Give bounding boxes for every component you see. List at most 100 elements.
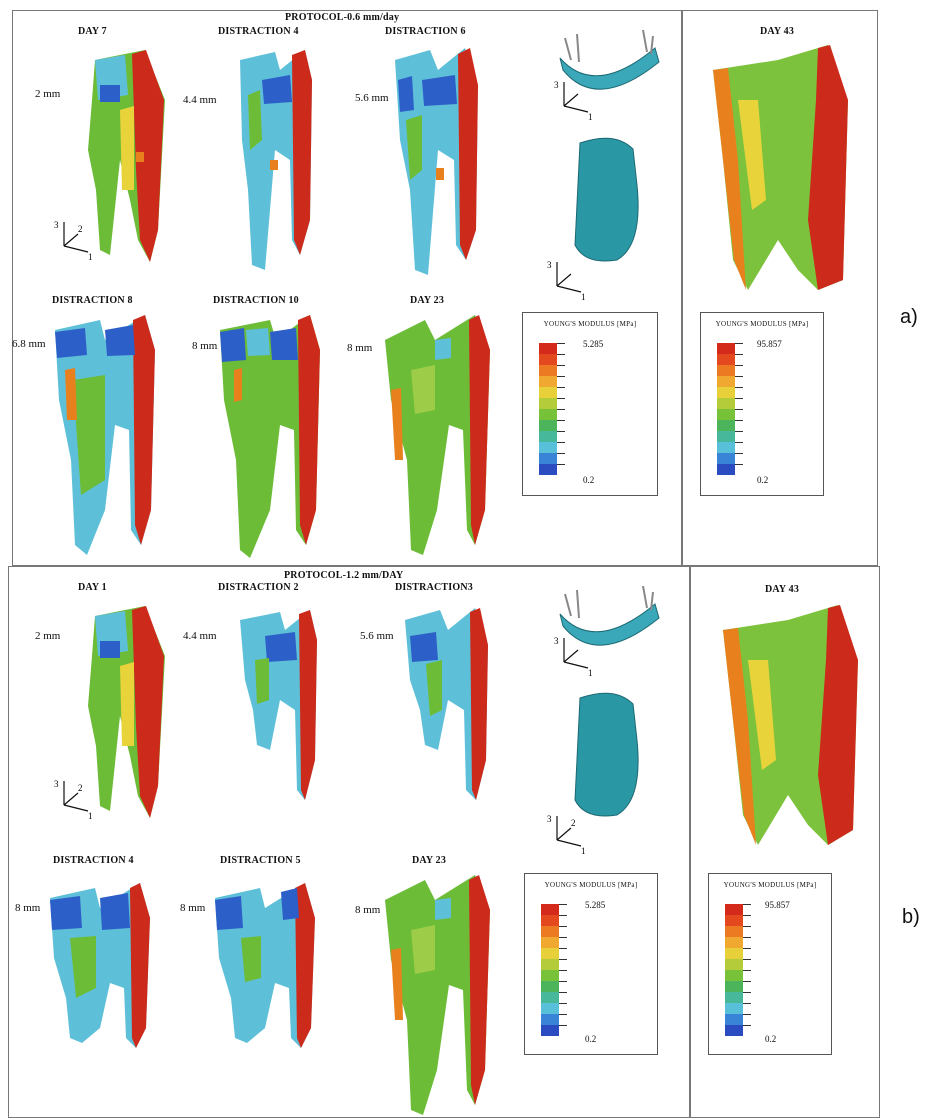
scale-tick [559,1025,567,1026]
bone-model-b6 [385,875,490,1115]
panel-title-b2: DISTRACTION 2 [218,582,299,593]
scale-tick [735,464,743,465]
axis-triad-a1: 3 2 1 [54,220,93,262]
scale-tick [559,1014,567,1015]
scale-swatch [541,981,559,992]
panel-title-a3: DISTRACTION 6 [385,26,466,37]
scale-tick [559,1003,567,1004]
legend-title: YOUNG'S MODULUS [MPa] [715,320,809,328]
svg-text:2: 2 [78,224,83,234]
scale-swatch [539,343,557,354]
scale-tick [735,343,743,344]
day43-model-b [723,605,858,845]
panel-label-b: b) [902,906,920,928]
scale-swatch [539,464,557,475]
scale-swatch [717,409,735,420]
scale-swatch [725,1025,743,1036]
scale-swatch [541,937,559,948]
panel-title-a2: DISTRACTION 4 [218,26,299,37]
scale-tick [735,409,743,410]
scale-swatch [725,1014,743,1025]
scale-swatch [725,926,743,937]
measure-b6: 8 mm [355,904,381,916]
legend-a-right: YOUNG'S MODULUS [MPa] 95.857 0.2 [700,312,824,496]
scale-tick [743,915,751,916]
scale-tick [559,926,567,927]
svg-text:3: 3 [54,779,59,789]
scale-tick [743,959,751,960]
scale-tick [735,387,743,388]
bone-model-a3 [395,48,478,275]
svg-text:2: 2 [78,783,83,793]
measure-b4: 8 mm [15,902,41,914]
axis-triad-b2: 3 1 [554,636,593,678]
legend-b-right: YOUNG'S MODULUS [MPa] 95.857 0.2 [708,873,832,1055]
scale-swatch [541,948,559,959]
bone-block-model-b [574,692,639,817]
scale-tick [557,365,565,366]
bone-model-a6 [385,315,490,555]
color-scale [717,343,735,475]
bone-model-b3 [405,608,488,800]
scale-tick [743,1025,751,1026]
scale-tick [743,1003,751,1004]
scale-tick [743,992,751,993]
svg-text:3: 3 [54,220,59,230]
legend-min: 0.2 [585,1034,597,1044]
scale-tick [735,398,743,399]
scale-tick [735,453,743,454]
legend-a-left: YOUNG'S MODULUS [MPa] 5.285 0.2 [522,312,658,496]
scale-swatch [717,464,735,475]
measure-b2: 4.4 mm [183,630,217,642]
color-scale [541,904,559,1036]
scale-tick [743,1014,751,1015]
scale-swatch [541,926,559,937]
bone-block-model-a [574,137,639,262]
scale-swatch [725,970,743,981]
measure-b5: 8 mm [180,902,206,914]
scale-swatch [541,992,559,1003]
scale-tick [735,365,743,366]
scale-tick [559,915,567,916]
legend-max: 5.285 [583,339,604,349]
svg-text:1: 1 [588,668,593,678]
scale-swatch [725,959,743,970]
scale-tick [743,926,751,927]
bone-model-a5 [220,315,320,558]
panel-title-a6: DAY 23 [410,295,445,306]
panel-title-b6: DAY 23 [412,855,447,866]
svg-text:2: 2 [571,818,576,828]
scale-tick [735,354,743,355]
measure-b3: 5.6 mm [360,630,394,642]
scale-swatch [725,915,743,926]
measure-a4: 6.8 mm [12,338,46,350]
svg-text:1: 1 [581,846,586,856]
scale-swatch [539,398,557,409]
scale-swatch [717,442,735,453]
measure-a2: 4.4 mm [183,94,217,106]
scale-swatch [717,343,735,354]
measure-a5: 8 mm [192,340,218,352]
color-scale [725,904,743,1036]
scale-tick [557,343,565,344]
axis-triad-b3: 3 2 1 [547,814,586,856]
legend-min: 0.2 [583,475,595,485]
panel-label-a: a) [900,306,918,328]
scale-swatch [539,431,557,442]
panel-title-a1: DAY 7 [78,26,107,37]
svg-text:1: 1 [88,811,93,821]
legend-min: 0.2 [765,1034,777,1044]
scale-swatch [539,442,557,453]
panel-title-b3: DISTRACTION3 [395,582,473,593]
legend-b-left: YOUNG'S MODULUS [MPa] 5.285 0.2 [524,873,658,1055]
panel-title-b5: DISTRACTION 5 [220,855,301,866]
scale-swatch [541,1003,559,1014]
legend-title: YOUNG'S MODULUS [MPa] [723,881,817,889]
scale-tick [743,970,751,971]
scale-tick [735,431,743,432]
scale-tick [559,959,567,960]
protocol-title-b: PROTOCOL-1.2 mm/DAY [284,570,404,581]
scale-tick [559,970,567,971]
scale-swatch [725,904,743,915]
svg-text:1: 1 [581,292,586,302]
